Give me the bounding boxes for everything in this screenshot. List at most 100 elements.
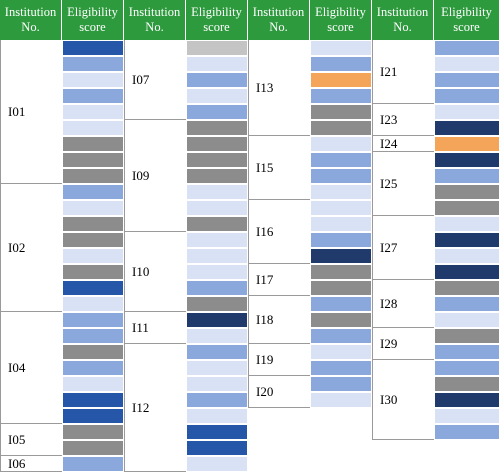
institution-cell: I12 — [124, 344, 186, 472]
header-institution-no: Institution No. — [0, 0, 62, 40]
header-eligibility-score: Eligibility score — [186, 0, 248, 40]
score-cell — [186, 456, 248, 472]
score-cell — [310, 136, 372, 152]
institution-cell: I24 — [372, 136, 434, 152]
score-cell — [434, 120, 500, 136]
score-cell — [310, 264, 372, 280]
score-cell — [186, 136, 248, 152]
score-cell — [310, 232, 372, 248]
score-cell — [434, 216, 500, 232]
score-cell — [186, 440, 248, 456]
score-cell — [62, 280, 124, 296]
institution-cell: I01 — [0, 40, 62, 184]
score-cell — [434, 152, 500, 168]
score-cell — [310, 104, 372, 120]
header-line: Institution — [376, 5, 429, 19]
header-eligibility-score: Eligibility score — [434, 0, 500, 40]
score-cell — [434, 296, 500, 312]
score-cell — [62, 360, 124, 376]
institution-cell: I02 — [0, 184, 62, 312]
score-cell — [62, 408, 124, 424]
score-cell — [310, 168, 372, 184]
score-cell — [62, 104, 124, 120]
score-cell — [434, 424, 500, 440]
score-cell — [310, 88, 372, 104]
score-cell — [186, 312, 248, 328]
score-cell — [62, 440, 124, 456]
score-cell — [186, 184, 248, 200]
score-cell — [62, 216, 124, 232]
institution-cell: I28 — [372, 280, 434, 328]
score-cell — [62, 184, 124, 200]
institution-cell: I05 — [0, 424, 62, 456]
score-cell — [434, 408, 500, 424]
header-institution-no: Institution No. — [372, 0, 434, 40]
score-cell — [186, 296, 248, 312]
score-cell — [62, 248, 124, 264]
score-cell — [434, 392, 500, 408]
score-cell — [434, 280, 500, 296]
score-cell — [434, 264, 500, 280]
score-cell — [310, 40, 372, 56]
institution-cell: I21 — [372, 40, 434, 104]
score-cell — [310, 72, 372, 88]
header-line: score — [453, 20, 480, 34]
score-cell — [310, 152, 372, 168]
header-line: Eligibility — [67, 5, 118, 19]
score-cell — [186, 168, 248, 184]
score-cell — [186, 152, 248, 168]
score-cell — [62, 40, 124, 56]
score-cell — [310, 392, 372, 408]
score-cell — [310, 296, 372, 312]
header-eligibility-score: Eligibility score — [62, 0, 124, 40]
header-line: No. — [21, 20, 40, 34]
institution-cell: I20 — [248, 376, 310, 408]
score-cell — [310, 200, 372, 216]
score-cell — [434, 200, 500, 216]
score-cell — [186, 40, 248, 56]
institution-cell: I09 — [124, 120, 186, 232]
score-cell — [186, 200, 248, 216]
score-cell — [62, 120, 124, 136]
institution-cell: I23 — [372, 104, 434, 136]
score-cell — [434, 56, 500, 72]
institution-cell: I19 — [248, 344, 310, 376]
score-cell — [434, 168, 500, 184]
score-cell — [62, 392, 124, 408]
score-cell — [186, 360, 248, 376]
score-cell — [310, 312, 372, 328]
header-line: No. — [393, 20, 412, 34]
score-cell — [62, 376, 124, 392]
score-cell — [186, 216, 248, 232]
score-cell — [434, 360, 500, 376]
institution-cell: I27 — [372, 216, 434, 280]
score-cell — [434, 136, 500, 152]
score-cell — [186, 56, 248, 72]
score-cell — [186, 264, 248, 280]
score-cell — [434, 232, 500, 248]
score-cell — [62, 232, 124, 248]
header-line: Institution — [4, 5, 57, 19]
score-cell — [186, 408, 248, 424]
institution-cell: I29 — [372, 328, 434, 360]
score-cell — [62, 88, 124, 104]
header-line: No. — [145, 20, 164, 34]
score-cell — [62, 312, 124, 328]
header-line: Institution — [128, 5, 181, 19]
score-cell — [434, 248, 500, 264]
header-line: Eligibility — [441, 5, 492, 19]
score-cell — [310, 360, 372, 376]
score-cell — [310, 248, 372, 264]
institution-cell: I11 — [124, 312, 186, 344]
institution-cell: I18 — [248, 296, 310, 344]
score-cell — [434, 104, 500, 120]
header-line: score — [327, 20, 354, 34]
header-line: score — [203, 20, 230, 34]
header-line: Eligibility — [191, 5, 242, 19]
institution-cell: I25 — [372, 152, 434, 216]
institution-cell: I10 — [124, 232, 186, 312]
score-cell — [434, 184, 500, 200]
score-cell — [434, 376, 500, 392]
institution-cell: I30 — [372, 360, 434, 440]
